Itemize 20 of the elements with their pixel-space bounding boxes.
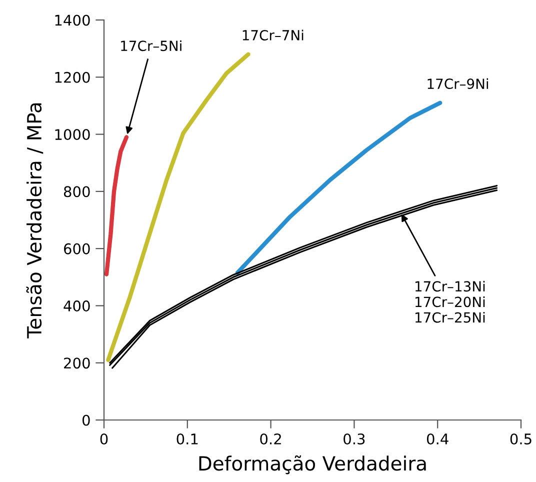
- x-tick-label: 0.2: [260, 433, 281, 444]
- annotation: 17Cr–9Ni: [428, 78, 488, 90]
- annotation: 17Cr–13Ni 17Cr–20Ni 17Cr–25Ni: [415, 280, 485, 323]
- annotation: 17Cr–5Ni: [121, 40, 182, 52]
- y-tick-label: 400: [64, 300, 90, 312]
- y-tick-label: 1400: [55, 14, 90, 26]
- y-tick-label: 1200: [55, 72, 90, 83]
- x-tick-label: 0.1: [176, 433, 198, 444]
- x-tick-label: 0.3: [344, 433, 365, 444]
- y-tick-label: 0: [82, 414, 90, 426]
- y-tick-label: 200: [64, 358, 90, 369]
- x-axis-title: Deformação Verdadeira: [199, 455, 426, 474]
- x-tick-label: 0.4: [426, 433, 448, 444]
- y-tick-label: 800: [64, 186, 90, 198]
- y-axis-title: Tensão Verdadeira / MPa: [26, 103, 44, 338]
- y-tick-label: 600: [64, 243, 90, 254]
- y-tick-label: 1000: [55, 129, 90, 140]
- x-tick-label: 0.5: [510, 433, 532, 444]
- annotation: 17Cr–7Ni: [242, 30, 304, 40]
- x-tick-label: 0: [100, 433, 108, 444]
